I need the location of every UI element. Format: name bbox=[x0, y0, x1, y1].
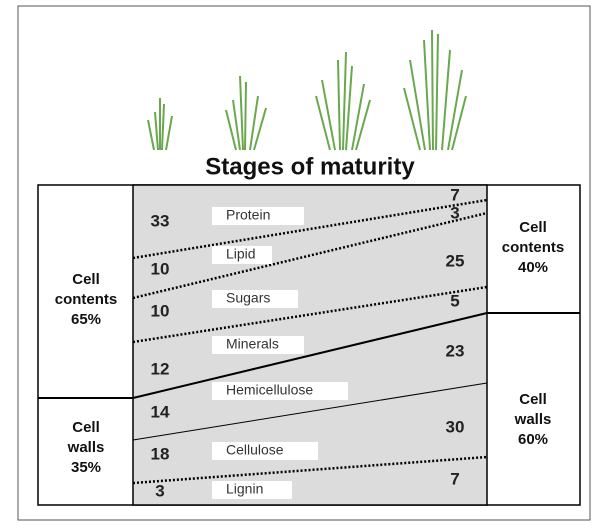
layer-name: Protein bbox=[226, 207, 270, 223]
late-value: 7 bbox=[450, 185, 459, 204]
diagram: Stages of maturity Protein 33 7 Lipid 10 3 Sug… bbox=[0, 0, 601, 526]
early-value: 14 bbox=[151, 402, 170, 421]
side-label: walls bbox=[67, 439, 105, 456]
side-label: 40% bbox=[518, 259, 548, 276]
side-label: 35% bbox=[71, 459, 101, 476]
title: Stages of maturity bbox=[205, 153, 415, 180]
layer-name: Lignin bbox=[226, 481, 263, 497]
layer-name: Sugars bbox=[226, 290, 270, 306]
early-value: 18 bbox=[151, 444, 170, 463]
early-value: 33 bbox=[151, 211, 170, 230]
side-label: Cell bbox=[519, 391, 547, 408]
side-label: 60% bbox=[518, 431, 548, 448]
early-value: 10 bbox=[151, 301, 170, 320]
early-value: 10 bbox=[151, 259, 170, 278]
layer-name: Cellulose bbox=[226, 442, 284, 458]
side-label: contents bbox=[55, 291, 118, 308]
side-label: contents bbox=[502, 239, 565, 256]
early-value: 3 bbox=[155, 481, 164, 500]
late-value: 25 bbox=[446, 251, 465, 270]
side-label: 65% bbox=[71, 311, 101, 328]
side-label: Cell bbox=[72, 271, 100, 288]
late-value: 7 bbox=[450, 469, 459, 488]
side-label: Cell bbox=[72, 419, 100, 436]
layer-name: Minerals bbox=[226, 336, 279, 352]
side-label: walls bbox=[514, 411, 552, 428]
layer-name: Lipid bbox=[226, 246, 256, 262]
late-value: 30 bbox=[446, 417, 465, 436]
late-value: 23 bbox=[446, 341, 465, 360]
side-label: Cell bbox=[519, 219, 547, 236]
late-value: 3 bbox=[450, 203, 459, 222]
late-value: 5 bbox=[450, 291, 459, 310]
layer-name: Hemicellulose bbox=[226, 382, 313, 398]
early-value: 12 bbox=[151, 359, 170, 378]
